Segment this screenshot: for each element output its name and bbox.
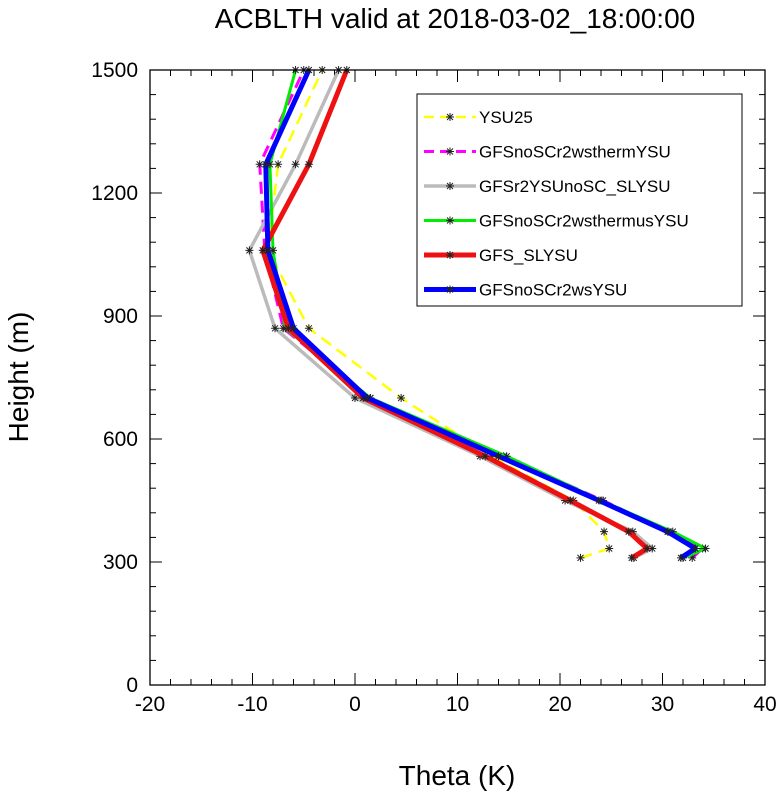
legend-label: GFSnoSCr2wsthermYSU bbox=[479, 143, 671, 162]
series-point bbox=[245, 246, 254, 255]
series-point bbox=[265, 160, 274, 169]
legend-item: GFSnoSCr2wsthermusYSU bbox=[424, 212, 689, 231]
y-tick-label: 600 bbox=[103, 428, 138, 451]
series-point bbox=[701, 544, 710, 553]
x-tick-labels: -20 -10 0 10 20 30 40 bbox=[135, 693, 777, 716]
y-tick-label: 1200 bbox=[91, 182, 138, 205]
y-axis-label: Height (m) bbox=[3, 312, 34, 443]
series-point bbox=[261, 160, 270, 169]
series-point bbox=[628, 527, 637, 536]
series-point bbox=[291, 160, 300, 169]
series-point bbox=[676, 553, 685, 562]
series-point bbox=[487, 452, 496, 461]
y-tick-label: 1500 bbox=[91, 59, 138, 82]
series-point bbox=[688, 553, 697, 562]
series-point bbox=[481, 452, 490, 461]
series-point bbox=[274, 160, 283, 169]
series-line bbox=[263, 68, 698, 560]
series-point bbox=[643, 544, 652, 553]
x-tick-label: 40 bbox=[753, 693, 776, 716]
legend: YSU25 GFSnoSCr2wsthermYSU GFSr2YSUnoSC_SLY… bbox=[416, 93, 743, 307]
series-point bbox=[363, 394, 372, 402]
legend-label: GFSnoSCr2wsthermusYSU bbox=[479, 212, 689, 231]
series-point bbox=[600, 527, 609, 536]
x-axis-label: Theta (K) bbox=[399, 760, 516, 791]
legend-box bbox=[416, 93, 743, 307]
series-point bbox=[494, 452, 503, 461]
legend-label: YSU25 bbox=[479, 108, 533, 127]
series-lines bbox=[245, 66, 710, 562]
legend-marker bbox=[446, 113, 454, 121]
series-4 bbox=[258, 66, 652, 562]
x-tick-label: 0 bbox=[349, 693, 361, 716]
y-tick-label: 900 bbox=[103, 305, 138, 328]
series-point bbox=[624, 527, 633, 536]
x-tick-label: -20 bbox=[135, 693, 165, 716]
series-point bbox=[605, 544, 614, 553]
legend-label: GFSr2YSUnoSC_SLYSU bbox=[479, 177, 670, 196]
series-point bbox=[359, 394, 368, 402]
series-point bbox=[289, 324, 298, 333]
legend-marker bbox=[446, 216, 454, 225]
legend-marker bbox=[446, 147, 454, 156]
series-point bbox=[304, 160, 313, 169]
legend-items: YSU25 GFSnoSCr2wsthermYSU GFSr2YSUnoSC_SLY… bbox=[424, 108, 689, 300]
legend-item: GFSnoSCr2wsthermYSU bbox=[424, 143, 671, 162]
x-tick-label: -10 bbox=[237, 693, 267, 716]
series-line bbox=[260, 69, 650, 561]
series-point bbox=[255, 160, 264, 169]
series-point bbox=[258, 246, 267, 255]
legend-item: GFSr2YSUnoSC_SLYSU bbox=[424, 177, 670, 196]
series-point bbox=[566, 496, 575, 505]
x-tick-label: 10 bbox=[446, 693, 469, 716]
plot-frame bbox=[149, 69, 766, 686]
series-point bbox=[284, 324, 293, 333]
x-tick-label: 20 bbox=[548, 693, 571, 716]
series-point bbox=[668, 527, 677, 536]
legend-marker bbox=[446, 182, 454, 190]
series-point bbox=[648, 544, 657, 553]
y-tick-label: 300 bbox=[103, 551, 138, 574]
legend-item: GFSnoSCr2wsYSU bbox=[424, 281, 627, 300]
series-point bbox=[576, 553, 585, 562]
series-point bbox=[397, 394, 406, 402]
chart-title: ACBLTH valid at 2018-03-02_18:00:00 bbox=[215, 3, 695, 34]
series-point bbox=[691, 544, 700, 553]
legend-item: YSU25 bbox=[424, 108, 533, 127]
legend-item: GFS_SLYSU bbox=[424, 246, 578, 265]
series-point bbox=[269, 246, 277, 255]
series-point bbox=[627, 553, 636, 562]
legend-label: GFSnoSCr2wsYSU bbox=[479, 281, 627, 300]
legend-marker bbox=[446, 285, 454, 294]
y-tick-labels: 0 300 600 900 1200 1500 bbox=[91, 59, 138, 697]
series-point bbox=[304, 324, 313, 333]
legend-label: GFS_SLYSU bbox=[479, 246, 578, 265]
y-tick-label: 0 bbox=[126, 674, 138, 697]
series-point bbox=[663, 527, 672, 536]
series-point bbox=[351, 394, 359, 402]
series-point bbox=[263, 246, 272, 255]
series-point bbox=[502, 452, 511, 461]
legend-marker bbox=[446, 251, 454, 259]
series-point bbox=[271, 324, 280, 333]
x-tick-label: 30 bbox=[651, 693, 674, 716]
series-point bbox=[594, 496, 603, 505]
